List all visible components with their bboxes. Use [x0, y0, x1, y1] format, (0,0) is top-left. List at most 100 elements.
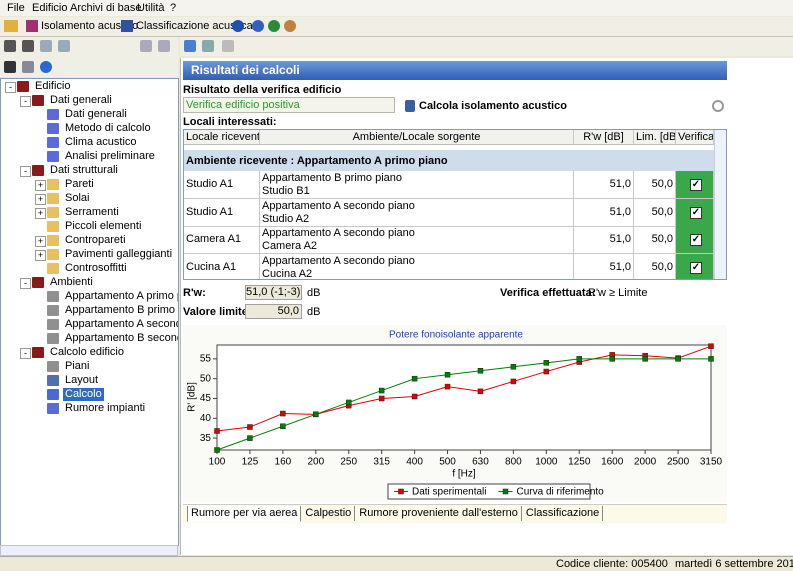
- down-icon[interactable]: [158, 40, 170, 52]
- tree-toolbar: [0, 37, 178, 77]
- filter-icon[interactable]: [4, 61, 16, 73]
- data-point: [280, 411, 285, 416]
- menu-item[interactable]: File: [7, 2, 25, 14]
- tree-label[interactable]: Contropareti: [63, 234, 128, 247]
- tab[interactable]: Classificazione: [523, 506, 603, 521]
- tree-label[interactable]: Calcolo: [63, 388, 104, 401]
- tree-label[interactable]: Appartamento B primo piano: [63, 304, 179, 317]
- column-header[interactable]: Lim. [dB]: [634, 130, 676, 144]
- menu-item[interactable]: Archivi di base: [70, 2, 142, 14]
- tab[interactable]: Calpestio: [302, 506, 355, 521]
- table-row[interactable]: Cucina A1Appartamento A secondo pianoCuc…: [184, 254, 714, 281]
- tree-label[interactable]: Appartamento B secondo piano: [63, 332, 179, 345]
- table-cell: Camera A1: [184, 226, 260, 253]
- tab[interactable]: Rumore per via aerea: [187, 506, 301, 522]
- tree-icon: [47, 109, 59, 120]
- checkbox[interactable]: ✓: [690, 234, 702, 246]
- tree-icon: [47, 151, 59, 162]
- table-row[interactable]: Studio A1Appartamento B primo pianoStudi…: [184, 171, 714, 199]
- cancel-icon[interactable]: [202, 40, 214, 52]
- tab-strip: Rumore per via aereaCalpestioRumore prov…: [183, 504, 727, 523]
- checkbox[interactable]: ✓: [690, 207, 702, 219]
- tree-icon: [47, 137, 59, 148]
- tree-toggle[interactable]: -: [20, 348, 31, 359]
- checkbox[interactable]: ✓: [690, 179, 702, 191]
- tree-icon: [47, 179, 59, 190]
- confirm-icon[interactable]: [184, 40, 196, 52]
- x-tick-label: 200: [307, 457, 324, 468]
- tree-view: -Edificio-Dati generaliDati generaliMeto…: [0, 78, 179, 546]
- toolbar-icon[interactable]: [121, 20, 133, 32]
- tree-label[interactable]: Controsoffitti: [63, 262, 129, 275]
- tree-label[interactable]: Ambienti: [48, 276, 95, 289]
- tree-toggle[interactable]: +: [35, 180, 46, 191]
- locali-label: Locali interessati:: [183, 116, 277, 128]
- toolbar-icon[interactable]: [26, 20, 38, 32]
- search-icon[interactable]: [712, 100, 724, 112]
- tree-label[interactable]: Layout: [63, 374, 100, 387]
- refresh-icon[interactable]: [40, 61, 52, 73]
- tree-toggle[interactable]: +: [35, 236, 46, 247]
- tree-label[interactable]: Appartamento A secondo piano: [63, 318, 179, 331]
- tree-icon: [47, 207, 59, 218]
- tree-label[interactable]: Serramenti: [63, 206, 121, 219]
- tree-label[interactable]: Piccoli elementi: [63, 220, 143, 233]
- rw-value: 51,0 (-1;-3): [245, 285, 302, 300]
- source-line: Studio A2: [262, 213, 309, 226]
- column-header[interactable]: Ambiente/Locale sorgente: [260, 130, 574, 144]
- tree-label[interactable]: Appartamento A primo piano: [63, 290, 179, 303]
- tree-label[interactable]: Piani: [63, 360, 91, 373]
- toolbar-icon[interactable]: [284, 20, 296, 32]
- menu-item[interactable]: Utilità: [137, 2, 165, 14]
- column-header[interactable]: Verificato: [676, 130, 714, 144]
- tree-toggle[interactable]: -: [20, 96, 31, 107]
- spell-icon[interactable]: [222, 40, 234, 52]
- tree-label[interactable]: Pareti: [63, 178, 96, 191]
- print-icon[interactable]: [22, 61, 34, 73]
- new-icon[interactable]: [40, 40, 52, 52]
- menu-item[interactable]: ?: [170, 2, 176, 14]
- tree-label[interactable]: Calcolo edificio: [48, 346, 126, 359]
- x-axis-label: f [Hz]: [452, 469, 476, 480]
- tab[interactable]: Rumore proveniente dall'esterno: [356, 506, 522, 521]
- tree-label[interactable]: Dati strutturali: [48, 164, 120, 177]
- up-icon[interactable]: [140, 40, 152, 52]
- toolbar-icon[interactable]: [268, 20, 280, 32]
- x-tick-label: 315: [373, 457, 390, 468]
- tree-label[interactable]: Solai: [63, 192, 91, 205]
- open-icon[interactable]: [4, 20, 18, 32]
- toolbar-icon[interactable]: [232, 20, 244, 32]
- tree-label[interactable]: Edificio: [33, 80, 72, 93]
- add-icon[interactable]: [4, 40, 16, 52]
- tree-toggle[interactable]: +: [35, 250, 46, 261]
- remove-icon[interactable]: [22, 40, 34, 52]
- legend-swatch: [399, 489, 404, 494]
- tree-label[interactable]: Rumore impianti: [63, 402, 147, 415]
- calc-button[interactable]: Calcola isolamento acustico: [419, 100, 567, 112]
- tree-label[interactable]: Metodo di calcolo: [63, 122, 153, 135]
- table-cell: 50,0: [634, 254, 676, 281]
- column-header[interactable]: Locale ricevente: [184, 130, 260, 144]
- data-point: [379, 388, 384, 393]
- tree-toggle[interactable]: -: [5, 82, 16, 93]
- tree-toggle[interactable]: +: [35, 194, 46, 205]
- tree-scrollbar[interactable]: [0, 545, 178, 556]
- tree-label[interactable]: Analisi preliminare: [63, 150, 157, 163]
- tree-label[interactable]: Clima acustico: [63, 136, 139, 149]
- toolbar-icon[interactable]: [252, 20, 264, 32]
- tree-icon: [47, 263, 59, 274]
- tree-toggle[interactable]: -: [20, 278, 31, 289]
- tree-label[interactable]: Dati generali: [48, 94, 114, 107]
- menu-item[interactable]: Edificio: [32, 2, 67, 14]
- calc-icon[interactable]: [405, 100, 415, 112]
- table-scrollbar[interactable]: [714, 130, 727, 279]
- tree-toggle[interactable]: -: [20, 166, 31, 177]
- checkbox[interactable]: ✓: [690, 262, 702, 274]
- table-row[interactable]: Studio A1Appartamento A secondo pianoStu…: [184, 199, 714, 227]
- column-header[interactable]: R'w [dB]: [574, 130, 634, 144]
- tree-label[interactable]: Dati generali: [63, 108, 129, 121]
- tree-label[interactable]: Pavimenti galleggianti: [63, 248, 174, 261]
- delete-icon[interactable]: [58, 40, 70, 52]
- table-row[interactable]: Camera A1Appartamento A secondo pianoCam…: [184, 226, 714, 254]
- tree-toggle[interactable]: +: [35, 208, 46, 219]
